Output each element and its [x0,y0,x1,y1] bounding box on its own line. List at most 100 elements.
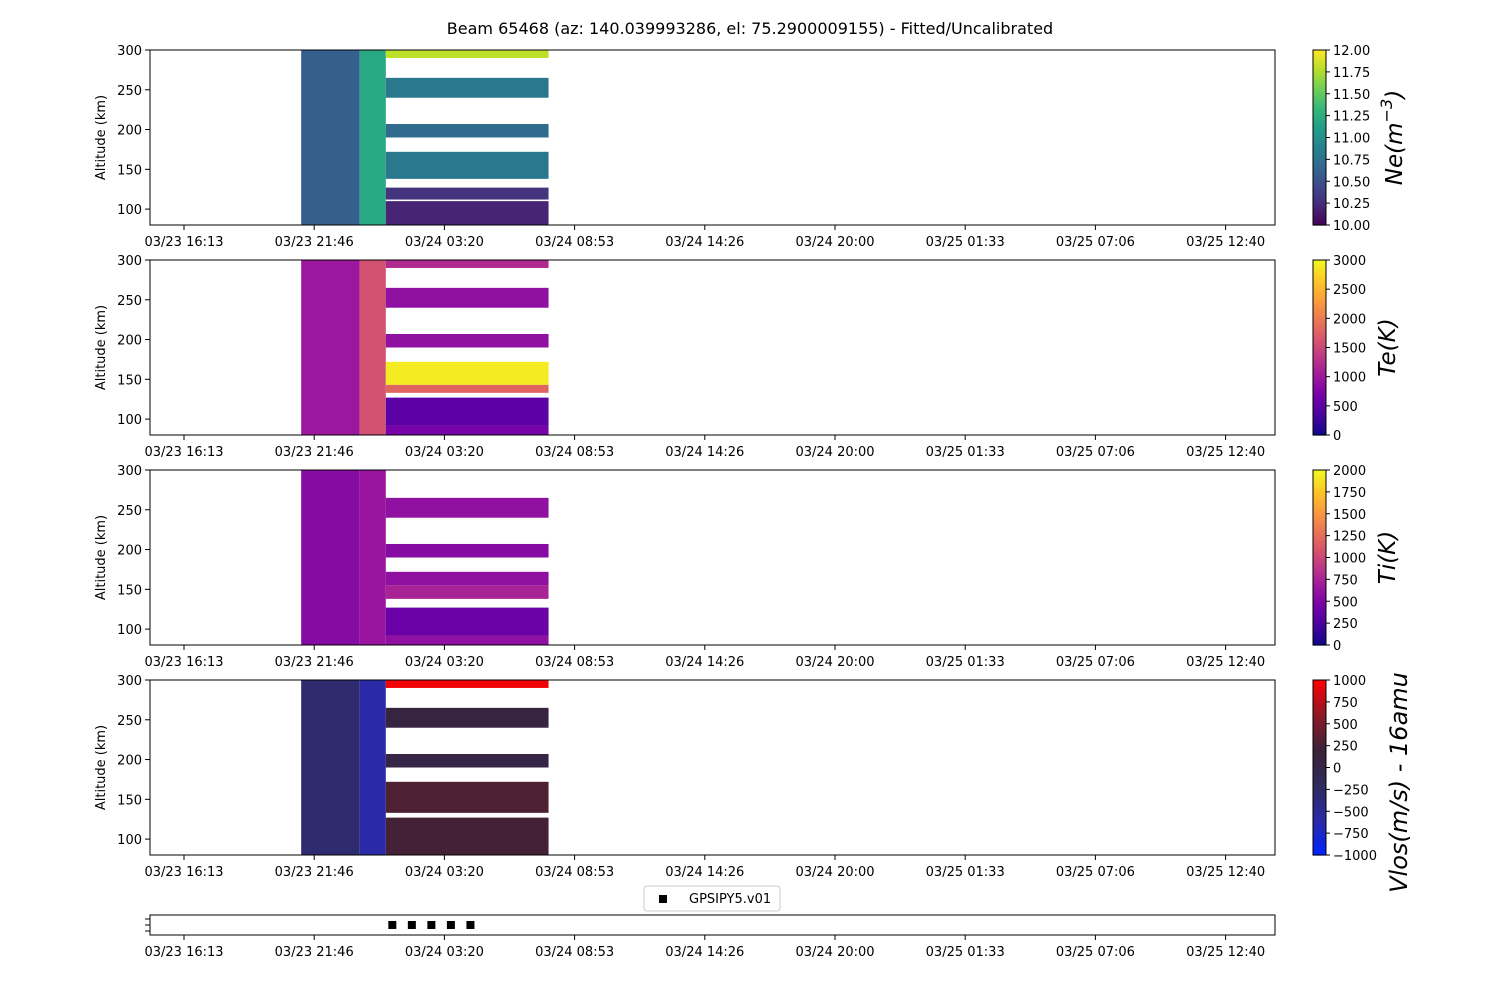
x-tick-label: 03/24 20:00 [795,235,874,250]
colorbar-segment [1313,750,1326,754]
colorbar-segment [1313,688,1326,693]
y-tick-label: 300 [117,674,142,689]
colorbar-segment [1313,811,1326,815]
data-cell [359,680,386,855]
colorbar-tick-label: 500 [1333,400,1358,415]
colorbar-segment [1313,85,1326,89]
axes-frame [149,469,1276,646]
legend-marker [659,895,667,903]
colorbar-segment [1313,429,1326,433]
colorbar-tick-label: 1000 [1333,371,1366,386]
colorbar-segment [1313,586,1326,591]
x-tick-label: 03/25 12:40 [1186,445,1265,460]
colorbar-segment [1313,627,1326,632]
colorbar-segment [1313,213,1326,217]
colorbar-tick-label: 12.00 [1333,44,1370,59]
colorbar-tick-label: −500 [1333,805,1369,820]
y-tick-label: 300 [117,44,142,59]
axes-frame [149,259,1276,436]
colorbar-segment [1313,125,1326,130]
y-tick-label: 200 [117,124,142,139]
colorbar-segment [1313,601,1326,605]
colorbar-segment [1313,152,1326,156]
colorbar-segment [1313,685,1326,690]
panel-1: 100 150 200 250 300 Altitude (km) 10.00 10.25 10… [94,44,1370,234]
colorbar-segment [1313,341,1326,346]
x-tick-label: 03/25 07:06 [1056,235,1135,250]
colorbar-segment [1313,181,1326,185]
colorbar-segment [1313,321,1326,325]
colorbar-segment [1313,423,1326,427]
colorbar-segment [1313,490,1326,494]
data-cell [385,497,549,518]
colorbar-segment [1313,105,1326,109]
scatter-point [466,921,475,929]
colorbar-segment [1313,306,1326,311]
x-tick-label: 03/24 14:26 [665,445,744,460]
scatter-point [407,921,416,929]
scatter-point [446,921,455,929]
colorbar-segment [1313,210,1326,214]
colorbar-segment [1313,131,1326,136]
colorbar-segment [1313,362,1326,366]
colorbar-segment [1313,93,1326,98]
y-tick-label: 150 [117,583,142,598]
data-cell [359,50,386,225]
colorbar-segment [1313,496,1326,500]
colorbar-segment [1313,715,1326,719]
colorbar-segment [1313,190,1326,194]
data-cell [301,260,360,435]
colorbar-segment [1313,580,1326,585]
data-cell [385,397,549,426]
colorbar-segment [1313,169,1326,174]
colorbar-segment [1313,318,1326,322]
axes-frame [149,679,1276,856]
data-cell [359,260,386,435]
colorbar-segment [1313,510,1326,515]
panel-2: 100 150 200 250 300 Altitude (km) 0 500 1000 1500… [94,254,1366,444]
colorbar-segment [1313,487,1326,492]
colorbar-segment [1313,849,1326,853]
colorbar-segment [1313,411,1326,416]
colorbar-segment [1313,289,1326,293]
colorbar-segment [1313,703,1326,707]
colorbar-segment [1313,274,1326,279]
colorbar-segment [1313,595,1326,599]
colorbar-segment [1313,300,1326,305]
colorbar-segment [1313,820,1326,824]
x-tick-label: 03/24 20:00 [795,945,874,960]
x-tick-label: 03/23 16:13 [144,945,223,960]
colorbar-segment [1313,700,1326,704]
colorbar-segment [1313,359,1326,363]
colorbar-tick-label: 750 [1333,696,1358,711]
colorbar-segment [1313,735,1326,739]
colorbar-segment [1313,802,1326,807]
colorbar-segment [1313,475,1326,480]
x-tick-label: 03/23 21:46 [275,945,354,960]
colorbar-segment [1313,639,1326,643]
colorbar-segment [1313,720,1326,725]
data-cell [301,470,360,645]
x-tick-label: 03/25 12:40 [1186,235,1265,250]
colorbar-segment [1313,572,1326,576]
colorbar-segment [1313,805,1326,809]
colorbar-segment [1313,822,1326,827]
colorbar-segment [1313,108,1326,112]
x-tick-label: 03/25 12:40 [1186,865,1265,880]
colorbar-segment [1313,137,1326,142]
y-tick-label: 250 [117,714,142,729]
colorbar-segment [1313,382,1326,387]
colorbar-segment [1313,799,1326,804]
colorbar-tick-label: 1750 [1333,486,1366,501]
x-tick-label: 03/24 20:00 [795,655,874,670]
data-cell [385,123,549,138]
colorbar-segment [1313,402,1326,407]
colorbar-segment [1313,522,1326,527]
colorbar-segment [1313,73,1326,77]
colorbar-segment [1313,134,1326,139]
colorbar-segment [1313,175,1326,179]
colorbar-segment [1313,117,1326,121]
colorbar-segment [1313,846,1326,850]
x-tick-label: 03/25 07:06 [1056,865,1135,880]
colorbar-segment [1313,741,1326,745]
